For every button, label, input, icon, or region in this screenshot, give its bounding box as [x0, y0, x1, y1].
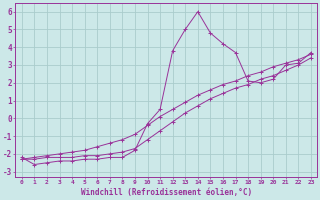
X-axis label: Windchill (Refroidissement éolien,°C): Windchill (Refroidissement éolien,°C) [81, 188, 252, 197]
